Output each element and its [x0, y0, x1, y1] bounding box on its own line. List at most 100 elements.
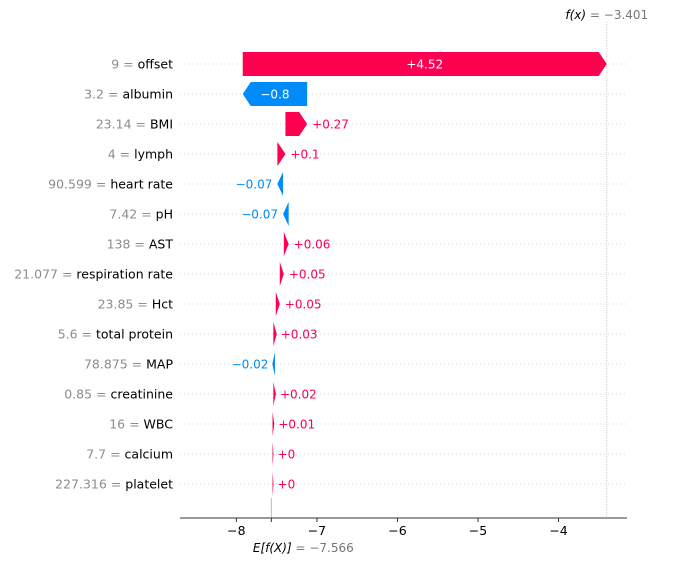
- equals-sign: =: [119, 57, 137, 72]
- feature-label: 5.6 = total protein: [58, 327, 173, 342]
- equals-sign: =: [106, 447, 124, 462]
- reference-lines: [270, 22, 608, 518]
- row-gridlines: [180, 63, 627, 485]
- output-value: = −3.401: [590, 8, 648, 22]
- feature-value: 7.7: [86, 447, 106, 462]
- feature-label: 90.599 = heart rate: [48, 177, 173, 192]
- equals-sign: =: [92, 177, 110, 192]
- x-tick-label: −8: [227, 523, 245, 538]
- feature-label: 23.14 = BMI: [96, 117, 173, 132]
- feature-value: 138: [107, 237, 131, 252]
- feature-label: 78.875 = MAP: [84, 357, 174, 372]
- contribution-label: +0.06: [294, 238, 331, 252]
- base-symbol: E[f(X)]: [253, 541, 292, 555]
- x-axis: −8 −7 −6 −5 −4: [180, 517, 627, 538]
- feature-name: creatinine: [111, 387, 174, 402]
- equals-sign: =: [104, 87, 122, 102]
- contribution-label: +0.05: [289, 268, 326, 282]
- equals-sign: =: [107, 477, 125, 492]
- equals-sign: =: [125, 417, 143, 432]
- contribution-label: −0.07: [236, 178, 273, 192]
- positive-bar: [277, 142, 286, 166]
- base-value-annotation: E[f(X)] = −7.566: [253, 541, 354, 555]
- contribution-bars: +4.52 −0.8 +0.27 +0.1 −0.07 −0.07 +0.06 +0.05 +0…: [232, 52, 607, 496]
- feature-name: platelet: [125, 477, 173, 492]
- feature-value: 90.599: [48, 177, 92, 192]
- feature-name: respiration rate: [76, 267, 173, 282]
- positive-bar: [283, 232, 289, 256]
- positive-bar: [279, 262, 284, 286]
- feature-value: 3.2: [84, 87, 104, 102]
- contribution-label: +0: [278, 448, 296, 462]
- feature-value: 23.14: [96, 117, 132, 132]
- feature-name: AST: [149, 237, 173, 252]
- feature-label: 138 = AST: [107, 237, 174, 252]
- positive-bar: [275, 292, 280, 316]
- feature-value: 23.85: [98, 297, 134, 312]
- contribution-label: −0.07: [241, 208, 278, 222]
- feature-name: total protein: [96, 327, 173, 342]
- negative-bar: [283, 202, 289, 226]
- output-value-annotation: f(x) = −3.401: [565, 8, 648, 22]
- feature-name: albumin: [122, 87, 173, 102]
- x-tick-label: −5: [469, 523, 487, 538]
- feature-label: 9 = offset: [111, 57, 173, 72]
- feature-label: 227.316 = platelet: [55, 477, 173, 492]
- x-tick-label: −6: [388, 523, 406, 538]
- contribution-label: +0.1: [290, 148, 319, 162]
- equals-sign: =: [132, 117, 150, 132]
- contribution-label: +0.27: [312, 118, 349, 132]
- feature-label: 7.7 = calcium: [86, 447, 173, 462]
- output-symbol: f(x): [565, 8, 586, 22]
- negative-bar: [272, 352, 275, 376]
- feature-label: 4 = lymph: [108, 147, 173, 162]
- feature-name: heart rate: [110, 177, 173, 192]
- positive-bar: [273, 322, 277, 346]
- positive-bar: [272, 442, 274, 466]
- feature-label: 23.85 = Hct: [98, 297, 173, 312]
- feature-value: 5.6: [58, 327, 78, 342]
- feature-name: calcium: [125, 447, 173, 462]
- equals-sign: =: [137, 207, 155, 222]
- contribution-label: −0.02: [232, 358, 269, 372]
- feature-name: WBC: [144, 417, 174, 432]
- contribution-label: +0.05: [285, 298, 322, 312]
- feature-name: BMI: [150, 117, 173, 132]
- positive-bar: [285, 112, 308, 136]
- x-tick-label: −4: [549, 523, 567, 538]
- feature-name: lymph: [134, 147, 173, 162]
- negative-bar: [242, 82, 308, 106]
- equals-sign: =: [133, 297, 151, 312]
- contribution-label: +0.01: [278, 418, 315, 432]
- positive-bar: [242, 52, 607, 76]
- contribution-label: +0.02: [280, 388, 317, 402]
- negative-bar: [277, 172, 284, 196]
- positive-bar: [272, 472, 274, 496]
- feature-value: 227.316: [55, 477, 107, 492]
- feature-value: 9: [111, 57, 119, 72]
- feature-value: 0.85: [64, 387, 92, 402]
- equals-sign: =: [128, 357, 146, 372]
- feature-label: 7.42 = pH: [109, 207, 173, 222]
- positive-bar: [273, 382, 276, 406]
- x-tick-label: −7: [308, 523, 326, 538]
- feature-label: 21.077 = respiration rate: [14, 267, 173, 282]
- feature-value: 16: [109, 417, 125, 432]
- feature-name: MAP: [146, 357, 173, 372]
- equals-sign: =: [78, 327, 96, 342]
- feature-label: 3.2 = albumin: [84, 87, 173, 102]
- feature-label: 16 = WBC: [109, 417, 173, 432]
- equals-sign: =: [58, 267, 76, 282]
- feature-name: pH: [156, 207, 173, 222]
- contribution-label: −0.8: [260, 88, 289, 102]
- feature-value: 4: [108, 147, 116, 162]
- contribution-label: +4.52: [406, 58, 443, 72]
- base-value: = −7.566: [295, 541, 353, 555]
- feature-value: 7.42: [109, 207, 137, 222]
- contribution-label: +0.03: [281, 328, 318, 342]
- equals-sign: =: [130, 237, 148, 252]
- feature-value: 78.875: [84, 357, 128, 372]
- feature-label: 0.85 = creatinine: [64, 387, 173, 402]
- feature-labels: 9 = offset 3.2 = albumin 23.14 = BMI 4 = ly…: [14, 57, 173, 492]
